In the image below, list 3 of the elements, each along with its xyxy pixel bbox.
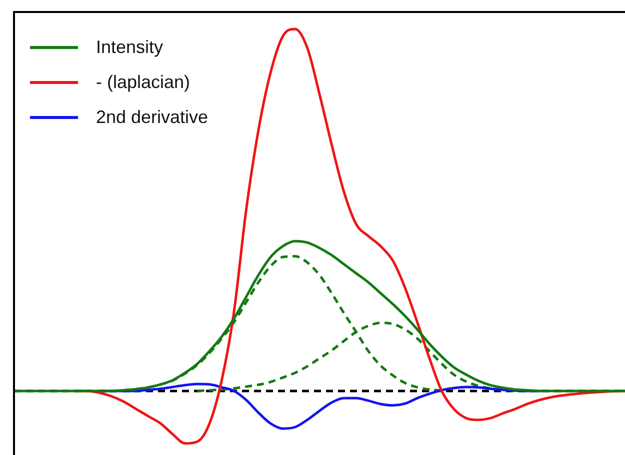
legend-label: 2nd derivative (96, 107, 208, 128)
legend-label: - (laplacian) (96, 72, 190, 93)
legend-label: Intensity (96, 37, 164, 58)
